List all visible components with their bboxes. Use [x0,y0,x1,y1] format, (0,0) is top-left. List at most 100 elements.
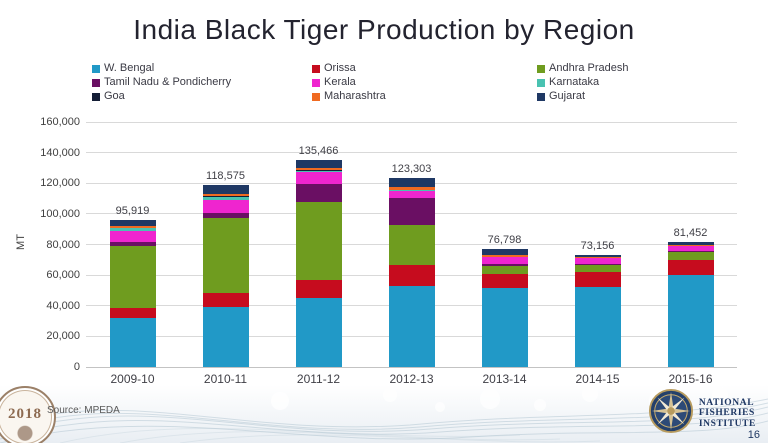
bar-segment [481,287,528,367]
bar-segment [667,242,714,246]
bar-segment [109,307,156,318]
gridline [86,366,737,368]
gridline [86,121,737,123]
bar-segment [388,186,435,191]
legend-label: Goa [104,90,125,102]
legend-label: Tamil Nadu & Pondicherry [104,76,232,88]
x-axis-label: 2012-13 [389,372,434,386]
x-axis-label: 2010-11 [203,372,248,386]
gsmc-2018-seal-icon: 2018 [0,386,56,443]
y-axis-tick-label: 140,000 [40,146,80,159]
legend-label: Karnataka [549,76,600,88]
bar-segment [202,196,249,200]
bar-group: 123,303 [365,122,458,367]
legend: W. Bengal Orissa Andhra Pradesh Tamil Nadu … [92,62,692,103]
legend-swatch-icon [537,78,545,87]
bar-segment [388,178,435,187]
bar-segment [109,226,156,228]
bar-segment [295,170,342,172]
legend-swatch-icon [312,92,320,101]
bar-segment [574,258,621,264]
compass-logo-icon [648,388,694,439]
legend-item: Kerala [312,76,537,89]
bar-total-label: 81,452 [673,227,708,240]
bar-segment [109,220,156,226]
bar-segment [202,212,249,219]
legend-swatch-icon [312,64,320,73]
bar-segment [388,191,435,199]
legend-item: Orissa [312,62,537,75]
bar-segment [481,273,528,288]
bar-segment [574,257,621,258]
source-note: Source: MPEDA [47,405,120,416]
bar-segment [295,298,342,367]
bar-stack [109,220,156,367]
legend-label: Gujarat [549,90,586,102]
bar-segment [481,266,528,274]
legend-item: Gujarat [537,90,692,103]
bar-segment [388,265,435,287]
legend-label: Maharashtra [324,90,386,102]
bar-segment [109,228,156,231]
bar-segment [109,242,156,246]
bar-segment [202,194,249,197]
bar-segment [667,274,714,367]
y-axis-tick-label: 60,000 [46,269,80,282]
bar-segment [202,185,249,195]
gridline [86,152,737,154]
bar-stack [388,178,435,367]
x-axis-label: 2009-10 [110,372,155,386]
bar-stack [202,185,249,367]
y-axis-tick-label: 100,000 [40,207,80,220]
bar-total-label: 76,798 [487,234,522,247]
legend-swatch-icon [92,92,100,101]
legend-swatch-icon [92,78,100,87]
bar-total-label: 73,156 [580,240,615,253]
bar-segment [481,249,528,256]
bar-group: 73,156 [551,122,644,367]
bar-segment [481,263,528,267]
bar-stack [667,242,714,367]
bar-segment [667,251,714,253]
legend-label: Orissa [324,62,356,74]
bar-segment [202,306,249,367]
bar-group: 135,466 [272,122,365,367]
legend-label: Kerala [324,76,356,88]
bar-total-label: 135,466 [298,144,339,157]
bar-segment [388,286,435,367]
nfi-logo-text: NATIONAL FISHERIES INSTITUTE [699,398,756,430]
legend-swatch-icon [537,92,545,101]
y-axis-tick-label: 20,000 [46,330,80,343]
bar-group: 81,452 [644,122,737,367]
bar-total-label: 118,575 [206,170,245,183]
bar-segment [574,255,621,258]
legend-item: W. Bengal [92,62,312,75]
x-axis-label: 2015-16 [668,372,713,386]
y-axis-tick-label: 80,000 [46,238,80,251]
bar-segment [295,159,342,168]
y-axis-tick-label: 0 [73,361,80,373]
bar-segment [574,286,621,367]
legend-swatch-icon [312,78,320,87]
page-title: India Black Tiger Production by Region [133,14,635,45]
bar-group: 76,798 [458,122,551,367]
bar-segment [388,225,435,266]
bar-segment [667,260,714,275]
bar-total-label: 95,919 [115,205,150,218]
x-axis-label: 2013-14 [482,372,527,386]
y-axis-tick-label: 120,000 [40,177,80,190]
bar-segment [109,318,156,367]
bar-segment [574,264,621,272]
legend-swatch-icon [537,64,545,73]
bar-segment [202,293,249,307]
legend-item: Andhra Pradesh [537,62,692,75]
x-axis-labels: 2009-10 2010-11 2011-12 2012-13 2013-14 2014-… [86,372,737,386]
legend-item: Tamil Nadu & Pondicherry [92,76,312,89]
legend-swatch-icon [92,64,100,73]
bar-segment [667,245,714,246]
legend-item: Maharashtra [312,90,537,103]
legend-item: Karnataka [537,76,692,89]
bar-segment [295,184,342,202]
bar-segment [109,245,156,308]
